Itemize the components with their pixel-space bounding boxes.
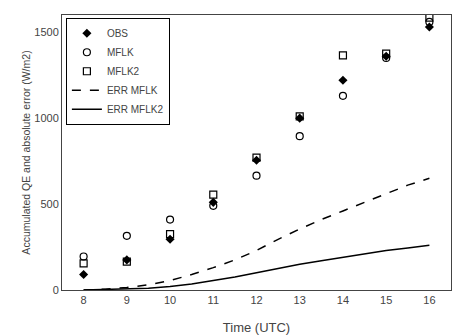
svg-text:500: 500 (40, 198, 58, 210)
svg-text:16: 16 (423, 294, 435, 306)
svg-text:15: 15 (380, 294, 392, 306)
svg-text:10: 10 (164, 294, 176, 306)
svg-text:1500: 1500 (34, 26, 58, 38)
svg-text:1000: 1000 (34, 112, 58, 124)
svg-text:11: 11 (208, 294, 219, 306)
svg-text:Time (UTC): Time (UTC) (223, 320, 290, 335)
svg-text:MFLK2: MFLK2 (107, 66, 140, 77)
svg-text:OBS: OBS (107, 28, 128, 39)
svg-text:8: 8 (81, 294, 87, 306)
svg-text:9: 9 (124, 294, 130, 306)
svg-text:12: 12 (250, 294, 262, 306)
svg-text:ERR MFLK2: ERR MFLK2 (107, 104, 164, 115)
svg-text:Accumulated QE and absolute er: Accumulated QE and absolute error (W/m2) (20, 50, 32, 254)
svg-text:13: 13 (294, 294, 306, 306)
svg-text:ERR MFLK: ERR MFLK (107, 85, 158, 96)
svg-text:0: 0 (53, 284, 59, 296)
svg-text:14: 14 (337, 294, 349, 306)
svg-text:MFLK: MFLK (107, 47, 134, 58)
